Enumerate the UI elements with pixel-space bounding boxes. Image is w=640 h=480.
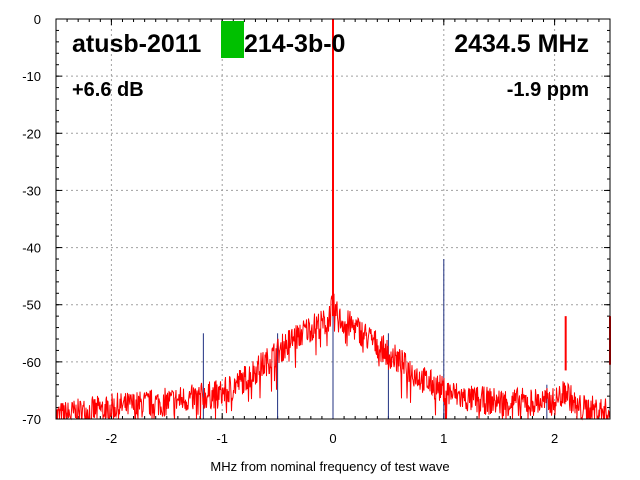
- y-tick-label: -10: [22, 69, 41, 84]
- y-tick-label: -20: [22, 126, 41, 141]
- redaction-box: [221, 21, 244, 58]
- title-left-a: atusb-2011: [72, 30, 201, 58]
- plot-frame: [55, 18, 611, 420]
- ppm-label: -1.9 ppm: [507, 79, 589, 101]
- x-tick-label: 1: [440, 431, 447, 446]
- x-tick-label: 0: [329, 431, 336, 446]
- y-tick-label: -50: [22, 298, 41, 313]
- y-tick-label: -40: [22, 241, 41, 256]
- y-tick-label: -60: [22, 355, 41, 370]
- x-axis-label: MHz from nominal frequency of test wave: [210, 459, 449, 474]
- y-tick-label: -30: [22, 183, 41, 198]
- title-left-b: 214-3b-0: [244, 30, 345, 58]
- x-tick-label: -1: [216, 431, 228, 446]
- gain-label: +6.6 dB: [72, 79, 144, 101]
- x-tick-label: 2: [551, 431, 558, 446]
- frequency-label: 2434.5 MHz: [454, 30, 589, 58]
- y-tick-label: 0: [34, 12, 41, 27]
- x-tick-label: -2: [106, 431, 118, 446]
- axis-ticks: -2 -1 0 1 20-10-20-30-40-50-60-70: [22, 12, 611, 446]
- y-tick-label: -70: [22, 412, 41, 427]
